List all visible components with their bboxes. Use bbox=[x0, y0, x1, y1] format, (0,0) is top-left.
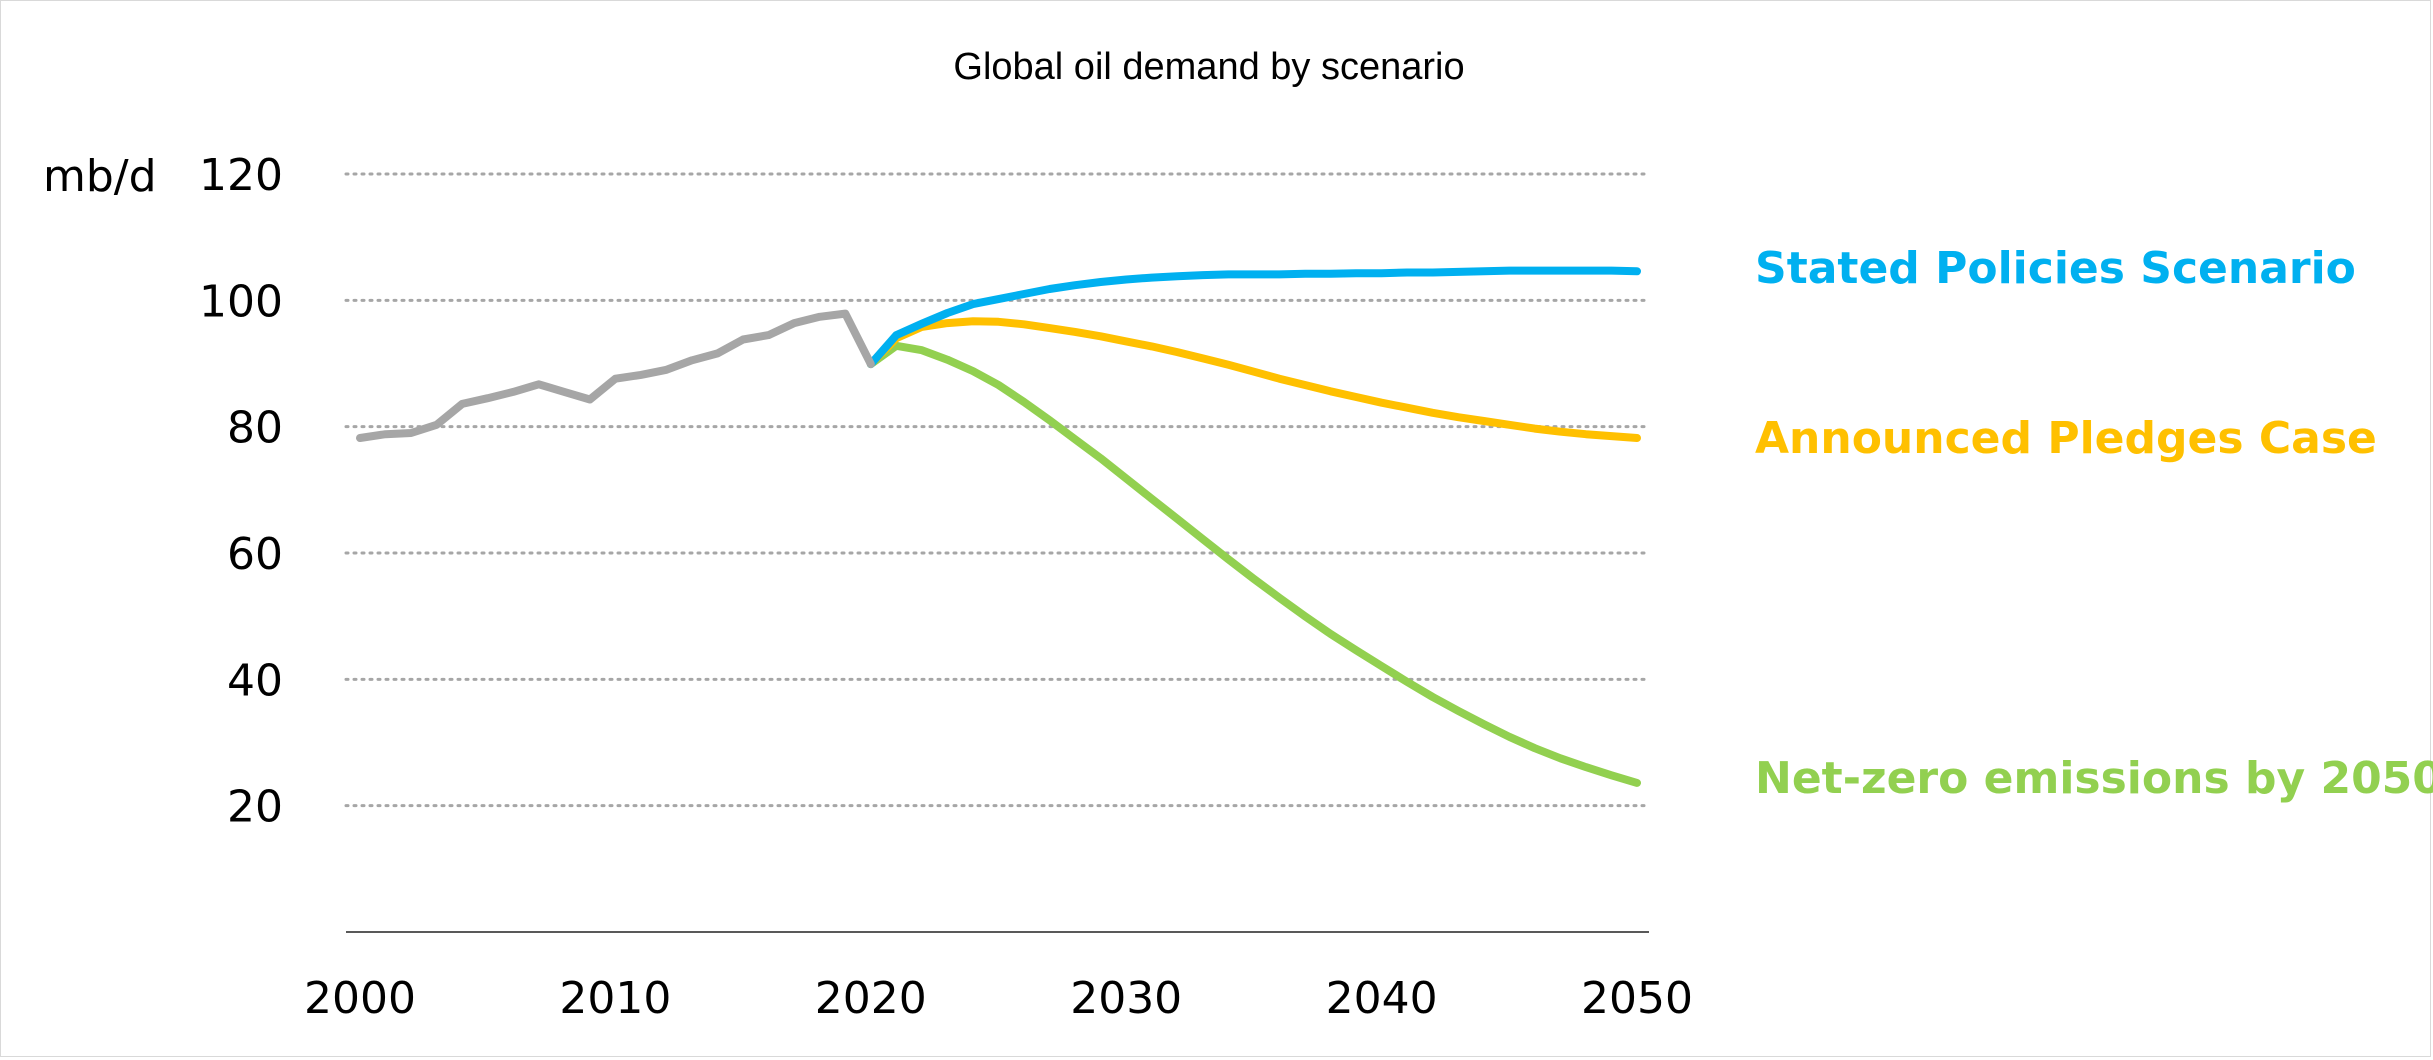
y-tick-label: 40 bbox=[227, 655, 283, 706]
y-axis-unit-label: mb/d bbox=[43, 151, 157, 202]
series-labels: Stated Policies Scenario Announced Pledge… bbox=[1755, 243, 2433, 804]
series-lines bbox=[356, 266, 1641, 787]
x-tick-label: 2020 bbox=[815, 973, 927, 1024]
y-tick-label: 80 bbox=[227, 403, 283, 454]
y-tick-label: 20 bbox=[227, 782, 283, 833]
y-tick-label: 100 bbox=[199, 276, 283, 327]
x-tick-label: 2010 bbox=[559, 973, 671, 1024]
x-tick-label: 2030 bbox=[1070, 973, 1182, 1024]
series-line-stated-policies-scenario bbox=[866, 266, 1641, 369]
series-label-announced-pledges-case: Announced Pledges Case bbox=[1755, 413, 2377, 464]
series-line-historical bbox=[356, 309, 875, 442]
x-tick-label: 2000 bbox=[304, 973, 416, 1024]
series-line-net-zero-emissions-by-2050 bbox=[866, 341, 1641, 787]
x-tick-label: 2050 bbox=[1581, 973, 1693, 1024]
series-line-announced-pledges-case bbox=[866, 317, 1641, 442]
y-tick-label: 120 bbox=[199, 150, 283, 201]
x-tick-label: 2040 bbox=[1326, 973, 1438, 1024]
series-label-net-zero-emissions-by-2050: Net-zero emissions by 2050 bbox=[1755, 753, 2433, 804]
y-tick-label: 60 bbox=[227, 529, 283, 580]
chart-title: Global oil demand by scenario bbox=[953, 46, 1464, 88]
series-label-stated-policies-scenario: Stated Policies Scenario bbox=[1755, 243, 2356, 294]
